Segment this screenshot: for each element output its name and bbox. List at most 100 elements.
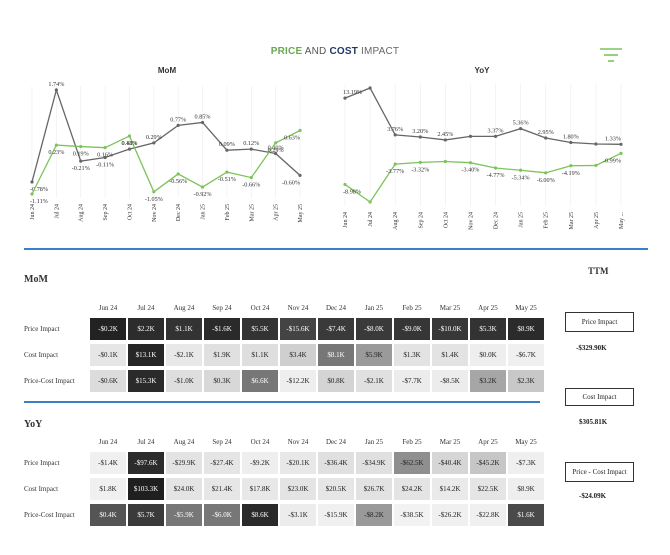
heatmap-cell: $1.3K: [394, 344, 430, 366]
heatmap-cell: $5.7K: [128, 504, 164, 526]
heatmap-cell: $1.4K: [432, 344, 468, 366]
yoy-chart-title: YoY: [474, 66, 490, 75]
data-label: -0.51%: [218, 176, 236, 183]
data-point: [393, 162, 397, 166]
x-tick-label: Sep 24: [103, 204, 109, 221]
column-header: Mar 25: [439, 304, 461, 312]
data-label: -0.11%: [96, 162, 114, 169]
heatmap-cell: -$8.5K: [432, 370, 468, 392]
heatmap-cell: $1.1K: [166, 318, 202, 340]
column-header: Jul 24: [137, 438, 155, 446]
x-tick-label: Jun 24: [343, 212, 349, 228]
heatmap-cell: -$5.9K: [166, 504, 202, 526]
data-label: -0.60%: [282, 179, 300, 186]
heatmap-cell: -$97.6K: [128, 452, 164, 474]
data-point: [298, 173, 302, 177]
heatmap-cell: -$62.5K: [394, 452, 430, 474]
cost-impact-value: $305.81K: [579, 418, 608, 426]
heatmap-cell: $6.6K: [242, 370, 278, 392]
x-tick-label: May ...: [619, 212, 625, 229]
column-header: Apr 25: [478, 304, 498, 312]
column-header: Mar 25: [439, 438, 461, 446]
heatmap-cell: -$0.2K: [90, 318, 126, 340]
x-tick-label: Jul 24: [54, 204, 60, 219]
x-tick-label: Apr 25: [594, 212, 600, 229]
data-label: -6.00%: [537, 177, 555, 184]
heatmap-cell: $13.1K: [128, 344, 164, 366]
column-header: Sep 24: [212, 438, 232, 446]
heatmap-cell: -$34.9K: [356, 452, 392, 474]
cost-impact-box[interactable]: Cost Impact: [565, 388, 634, 406]
heatmap-cell: -$15.6K: [280, 318, 316, 340]
heatmap-cell: -$3.1K: [280, 504, 316, 526]
x-tick-label: Aug 24: [393, 212, 399, 230]
heatmap-cell: -$29.9K: [166, 452, 202, 474]
data-point: [619, 142, 623, 146]
price-cost-impact-box[interactable]: Price - Cost Impact: [565, 462, 634, 482]
heatmap-cell: -$22.8K: [470, 504, 506, 526]
heatmap-cell: -$45.2K: [470, 452, 506, 474]
heatmap-cell: -$15.9K: [318, 504, 354, 526]
price-impact-box[interactable]: Price Impact: [565, 312, 634, 332]
data-label: -8.98%: [343, 188, 361, 195]
data-label: 1.74%: [48, 81, 64, 88]
heatmap-cell: $15.3K: [128, 370, 164, 392]
column-header: Jan 25: [364, 304, 384, 312]
x-tick-label: Feb 25: [225, 204, 231, 221]
data-point: [152, 141, 156, 145]
column-header: Jan 25: [364, 438, 384, 446]
x-tick-label: Oct 24: [127, 204, 133, 220]
column-header: Jun 24: [98, 304, 118, 312]
mom-chart-title: MoM: [157, 66, 177, 75]
x-tick-label: May 25: [298, 204, 304, 223]
x-tick-label: Aug 24: [79, 204, 85, 222]
heatmap-cell: $23.0K: [280, 478, 316, 500]
data-label: -0.21%: [72, 165, 90, 172]
data-point: [594, 142, 598, 146]
table-row: Cost Impact $1.8K $103.3K $24.0K $21.4K $17.8…: [24, 478, 544, 500]
data-point: [54, 143, 58, 147]
heatmap-cell: $8.6K: [242, 504, 278, 526]
table-row: Price-Cost Impact $0.4K $5.7K -$5.9K -$6.0K $…: [24, 504, 544, 526]
heatmap-cell: $5.5K: [242, 318, 278, 340]
heatmap-cell: $24.0K: [166, 478, 202, 500]
data-point: [569, 140, 573, 145]
data-point: [544, 136, 548, 140]
x-tick-label: Dec 24: [494, 212, 500, 229]
heatmap-cell: -$7.3K: [508, 452, 544, 474]
x-tick-label: Oct 24: [443, 212, 449, 228]
x-tick-label: Dec 24: [176, 204, 182, 221]
data-point: [343, 96, 347, 100]
x-tick-label: Nov 24: [152, 204, 158, 222]
mom-section-title: MoM: [24, 274, 48, 285]
mom-heatmap-table: Jun 24 Jul 24 Aug 24 Sep 24 Oct 24 Nov 24 Dec …: [22, 302, 546, 392]
data-point: [594, 163, 598, 168]
section-divider: [24, 401, 540, 403]
heatmap-cell: -$12.2K: [280, 370, 316, 392]
column-header: Sep 24: [212, 304, 232, 312]
filter-icon[interactable]: [598, 46, 624, 66]
row-label: Price Impact: [24, 325, 60, 333]
data-label: -0.99%: [603, 157, 621, 164]
x-tick-label: Sep 24: [418, 212, 424, 229]
heatmap-cell: -$1.4K: [90, 452, 126, 474]
data-label: 0.12%: [243, 140, 259, 147]
data-point: [368, 86, 372, 90]
heatmap-cell: $8.9K: [508, 478, 544, 500]
page-title: PRICE AND COST IMPACT: [270, 46, 400, 57]
heatmap-cell: $0.0K: [470, 344, 506, 366]
data-label: 0.19%: [73, 151, 89, 158]
heatmap-cell: $3.2K: [470, 370, 506, 392]
heatmap-cell: -$40.4K: [432, 452, 468, 474]
column-header: Nov 24: [287, 304, 309, 312]
data-label: 1.80%: [563, 133, 579, 140]
heatmap-cell: $21.4K: [204, 478, 240, 500]
data-point: [418, 160, 422, 164]
price-cost-impact-value: -$24.09K: [579, 492, 607, 500]
data-label: 3.20%: [412, 128, 428, 135]
data-point: [103, 146, 107, 150]
data-point: [519, 168, 523, 172]
x-tick-label: Jul 24: [368, 212, 374, 227]
x-tick-label: Jan 25: [201, 204, 207, 220]
data-label: 0.00%: [268, 144, 284, 151]
